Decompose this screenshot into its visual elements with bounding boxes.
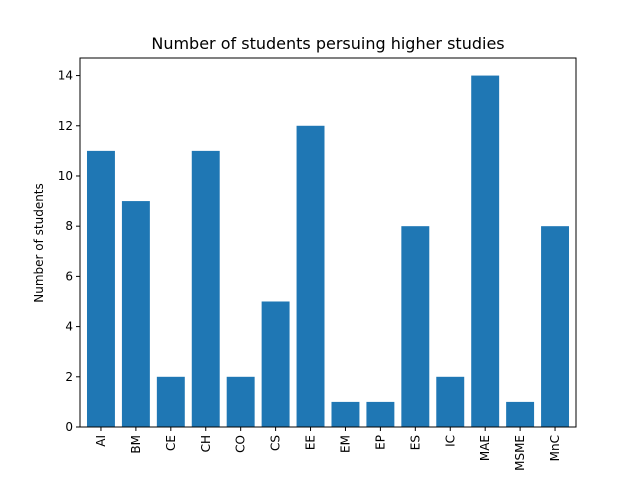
x-tick-label: CO bbox=[234, 435, 248, 453]
bar-ce bbox=[156, 376, 185, 427]
bar-es bbox=[401, 226, 430, 427]
bar-em bbox=[331, 401, 360, 427]
x-tick-label: CH bbox=[199, 435, 213, 452]
bar-co bbox=[226, 376, 255, 427]
bars bbox=[86, 75, 570, 427]
bar-ep bbox=[366, 401, 395, 427]
y-tick-label: 12 bbox=[58, 119, 73, 133]
x-tick-label: AI bbox=[94, 435, 108, 447]
y-tick-label: 14 bbox=[58, 69, 73, 83]
x-tick-label: EE bbox=[304, 435, 318, 450]
x-tick-label: EP bbox=[373, 435, 387, 450]
bar-msme bbox=[506, 401, 535, 427]
x-tick-label: CS bbox=[269, 435, 283, 451]
bar-cs bbox=[261, 301, 290, 427]
bar-ee bbox=[296, 125, 325, 427]
y-tick-label: 10 bbox=[58, 169, 73, 183]
plot-frame bbox=[79, 57, 577, 428]
x-tick-label: EM bbox=[338, 435, 352, 453]
bar-ic bbox=[436, 376, 465, 427]
x-tick-label: ES bbox=[408, 435, 422, 450]
bar-ch bbox=[191, 150, 220, 427]
x-tick-label: MSME bbox=[513, 435, 527, 471]
bar-mae bbox=[471, 75, 500, 427]
y-tick-label: 6 bbox=[65, 269, 73, 283]
x-tick-label: CE bbox=[164, 435, 178, 451]
bar-ai bbox=[86, 150, 115, 427]
chart-title: Number of students persuing higher studi… bbox=[151, 34, 504, 53]
y-tick-label: 2 bbox=[65, 370, 73, 384]
bar-mnc bbox=[541, 226, 570, 427]
y-tick-label: 4 bbox=[65, 320, 73, 334]
y-axis-label: Number of students bbox=[32, 183, 46, 303]
x-tick-label: MnC bbox=[548, 435, 562, 461]
bar-bm bbox=[121, 201, 150, 427]
x-axis-ticks: AI BM CE CH CO CS EE EM EP ES IC MAE MSME MnC bbox=[94, 427, 562, 471]
x-tick-label: MAE bbox=[478, 435, 492, 461]
y-axis-ticks: 0 2 4 6 8 10 12 14 bbox=[58, 69, 80, 434]
y-tick-label: 8 bbox=[65, 219, 73, 233]
x-tick-label: BM bbox=[129, 435, 143, 454]
x-tick-label: IC bbox=[443, 435, 457, 447]
y-tick-label: 0 bbox=[65, 420, 73, 434]
